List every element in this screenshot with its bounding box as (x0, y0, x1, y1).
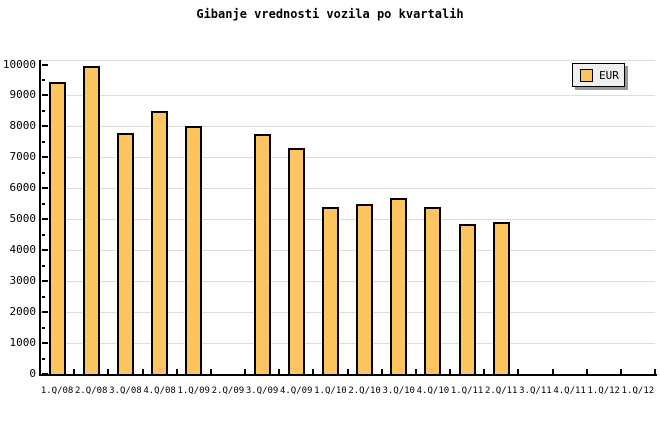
x-tick (278, 369, 281, 374)
x-axis-label: 4.Q/08 (143, 386, 176, 396)
y-axis-label: 5000 (9, 212, 37, 226)
x-tick (107, 369, 110, 374)
bar-4.Q/10 (424, 206, 442, 374)
plot-top-border (40, 60, 655, 61)
y-minor-tick (42, 357, 45, 360)
y-axis-label: 0 (29, 367, 36, 380)
y-axis-label: 3000 (9, 274, 37, 288)
chart-title: Gibanje vrednosti vozila po kvartalih (196, 7, 464, 21)
x-axis-label: 1.Q/10 (314, 386, 347, 396)
y-minor-tick (42, 78, 45, 81)
x-tick (414, 369, 417, 374)
y-axis-label: 1000 (9, 336, 37, 350)
y-axis-label: 2000 (9, 305, 37, 319)
gridline (40, 312, 655, 314)
x-axis-label: 3.Q/08 (109, 386, 142, 396)
x-axis-label: 1.Q/12 (621, 386, 655, 396)
x-tick (449, 369, 451, 374)
legend-label: EUR (599, 68, 619, 82)
x-axis-label: 1.Q/12 (587, 386, 620, 396)
x-axis-label: 1.Q/11 (450, 386, 484, 396)
y-major-tick (42, 218, 48, 221)
gridline (40, 157, 655, 159)
y-major-tick (42, 125, 48, 128)
y-minor-tick (42, 326, 45, 329)
y-minor-tick (42, 140, 45, 143)
x-axis-label: 1.Q/08 (40, 386, 74, 396)
y-axis-label: 9000 (9, 88, 37, 102)
y-minor-tick (42, 171, 45, 174)
y-minor-tick (42, 202, 45, 205)
y-major-tick (42, 94, 48, 97)
bar-2.Q/10 (356, 203, 374, 374)
x-axis-label: 3.Q/10 (382, 386, 415, 396)
x-tick (483, 369, 486, 374)
x-tick (141, 369, 144, 374)
x-tick (517, 369, 520, 374)
x-axis-label: 2.Q/09 (211, 386, 245, 396)
bar-2.Q/11 (492, 222, 510, 374)
x-axis-label: 4.Q/11 (553, 386, 586, 396)
gridline (40, 188, 655, 190)
x-tick (244, 369, 246, 374)
gridline (40, 281, 655, 283)
gridline (40, 250, 655, 252)
legend: EUR (572, 63, 625, 87)
y-minor-tick (42, 264, 45, 267)
x-axis-label: 2.Q/11 (484, 386, 518, 396)
x-axis-label: 3.Q/11 (519, 386, 552, 396)
x-tick (551, 369, 554, 374)
x-tick (346, 369, 349, 374)
y-minor-tick (42, 109, 45, 112)
gridline (40, 343, 655, 345)
bar-4.Q/09 (287, 148, 305, 374)
bar-1.Q/11 (458, 223, 476, 374)
x-tick (209, 369, 212, 374)
y-axis-label: 4000 (9, 243, 37, 257)
gridline (40, 219, 655, 221)
bar-4.Q/08 (151, 110, 169, 374)
x-tick (175, 369, 178, 374)
y-major-tick (42, 280, 48, 283)
x-axis-label: 1.Q/09 (177, 386, 210, 396)
gridline (40, 126, 655, 128)
x-axis-label: 4.Q/10 (416, 386, 450, 396)
bar-2.Q/08 (82, 66, 100, 374)
bar-1.Q/10 (321, 206, 339, 374)
x-tick (585, 369, 588, 374)
x-axis-line (39, 374, 657, 376)
bar-3.Q/10 (390, 197, 408, 374)
x-tick (654, 369, 656, 374)
x-tick (619, 369, 622, 374)
y-axis-label: 7000 (9, 150, 37, 164)
bar-1.Q/09 (185, 126, 203, 374)
y-major-tick (42, 249, 48, 252)
y-major-tick (42, 187, 48, 190)
legend-swatch-icon (580, 68, 593, 82)
y-major-tick (42, 311, 48, 314)
x-axis-label: 4.Q/09 (279, 386, 313, 396)
y-major-tick (42, 63, 48, 66)
y-axis-label: 10000 (2, 57, 36, 71)
x-tick (380, 369, 383, 374)
bar-1.Q/08 (48, 81, 66, 374)
x-tick (312, 369, 315, 374)
y-minor-tick (42, 295, 45, 298)
x-tick (73, 369, 76, 374)
y-axis-label: 6000 (9, 181, 37, 195)
x-axis-label: 3.Q/09 (245, 386, 279, 396)
y-axis-line (39, 60, 41, 376)
y-major-tick (42, 342, 48, 345)
x-axis-label: 2.Q/10 (348, 386, 381, 396)
y-major-tick (42, 156, 48, 159)
y-minor-tick (42, 233, 45, 236)
bar-3.Q/09 (253, 134, 271, 374)
gridline (40, 95, 655, 97)
y-axis-label: 8000 (9, 119, 37, 133)
x-axis-label: 2.Q/08 (74, 386, 108, 396)
bar-3.Q/08 (116, 132, 134, 374)
